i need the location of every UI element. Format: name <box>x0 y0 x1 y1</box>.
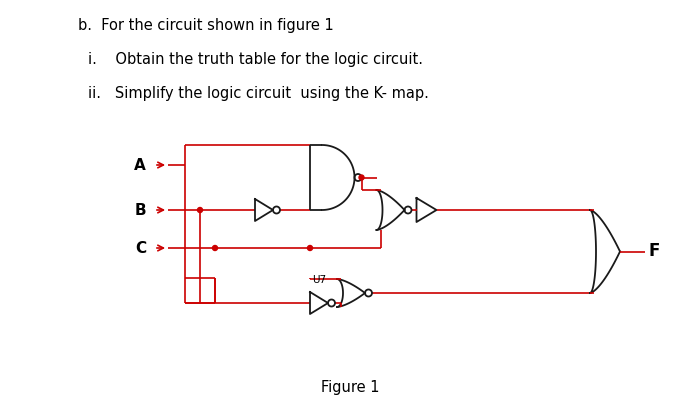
Circle shape <box>197 208 202 213</box>
Text: C: C <box>135 241 146 256</box>
Text: B: B <box>134 203 146 218</box>
Text: U7: U7 <box>312 275 326 285</box>
Text: i.    Obtain the truth table for the logic circuit.: i. Obtain the truth table for the logic … <box>88 52 423 67</box>
Circle shape <box>359 175 364 180</box>
Circle shape <box>307 246 312 251</box>
Circle shape <box>213 246 218 251</box>
Text: A: A <box>134 158 146 173</box>
Text: Figure 1: Figure 1 <box>321 380 379 395</box>
Text: b.  For the circuit shown in figure 1: b. For the circuit shown in figure 1 <box>78 18 334 33</box>
Text: ii.   Simplify the logic circuit  using the K- map.: ii. Simplify the logic circuit using the… <box>88 86 429 101</box>
Text: F: F <box>648 243 659 261</box>
